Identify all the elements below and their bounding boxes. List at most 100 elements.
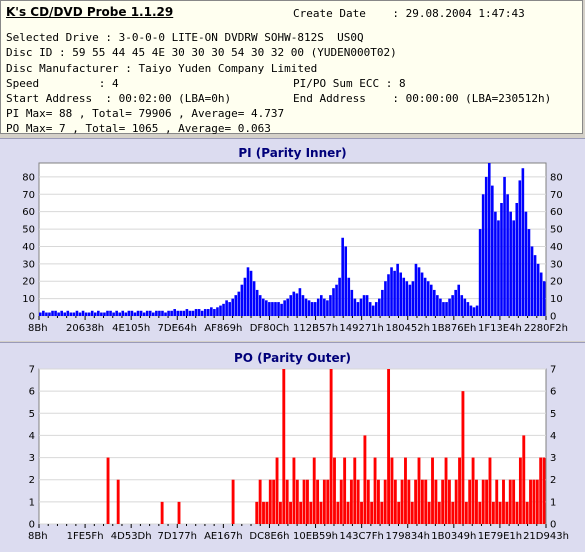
pi-bar bbox=[84, 312, 88, 316]
pi-y-tick-label-right: 60 bbox=[550, 207, 563, 218]
pi-bar bbox=[515, 202, 519, 316]
po-bar bbox=[268, 479, 272, 524]
po-bar bbox=[373, 457, 377, 524]
create-date: Create Date : 29.08.2004 1:47:43 bbox=[293, 7, 525, 20]
po-bar bbox=[295, 479, 299, 524]
pi-bar bbox=[295, 293, 299, 316]
po-bar bbox=[535, 479, 539, 524]
po-x-tick-label: 1FE5Fh bbox=[67, 531, 104, 542]
pi-chart: 0 0 10 10 20 20 30 30 40 40 50 50 60 60 70 70 80 80 8Bh 206… bbox=[22, 162, 568, 334]
pi-bar bbox=[432, 289, 436, 316]
pi-bar bbox=[368, 302, 372, 316]
pi-bar bbox=[170, 310, 173, 316]
pi-bar bbox=[319, 295, 323, 316]
pi-bar bbox=[460, 295, 464, 316]
pi-y-tick-label-left: 50 bbox=[22, 225, 35, 236]
info-panel: K's CD/DVD Probe 1.1.29 Create Date : 29… bbox=[0, 0, 583, 135]
pi-bar bbox=[527, 229, 531, 316]
pi-bar bbox=[323, 298, 326, 316]
pi-bar bbox=[87, 312, 91, 316]
po-bar bbox=[285, 479, 289, 524]
pi-bar bbox=[484, 176, 488, 316]
pi-bar bbox=[448, 298, 451, 316]
pi-x-tick-label: 180452h bbox=[385, 323, 430, 334]
po-bar bbox=[498, 501, 502, 524]
pi-bar bbox=[161, 310, 164, 316]
po-bar bbox=[383, 479, 387, 524]
po-bar bbox=[427, 501, 431, 524]
pi-bar bbox=[188, 310, 192, 316]
pi-bar bbox=[304, 298, 308, 316]
pi-bar bbox=[387, 274, 390, 316]
po-y-tick-label-left: 5 bbox=[29, 409, 35, 420]
pi-bar bbox=[133, 312, 137, 316]
pi-bar bbox=[329, 295, 332, 316]
po-bar bbox=[299, 501, 303, 524]
pi-x-tick-label: 1B876Eh bbox=[431, 323, 476, 334]
pi-x-tick-label: 112B57h bbox=[293, 323, 338, 334]
po-bar bbox=[525, 501, 529, 524]
pi-bar bbox=[396, 263, 399, 316]
po-bar bbox=[437, 501, 441, 524]
po-y-tick-label-right: 6 bbox=[550, 387, 556, 398]
pi-bar bbox=[243, 277, 247, 316]
pi-bar bbox=[301, 295, 305, 316]
po-bar bbox=[441, 479, 445, 524]
pi-y-tick-label-left: 80 bbox=[22, 172, 35, 183]
pi-y-tick-label-right: 30 bbox=[550, 259, 563, 270]
pi-bar bbox=[48, 312, 51, 316]
pi-bar bbox=[536, 263, 540, 316]
po-bar bbox=[177, 501, 181, 524]
pi-bar bbox=[219, 305, 222, 316]
pi-x-tick-label: 2280F2h bbox=[524, 323, 568, 334]
pi-bar bbox=[63, 312, 67, 316]
po-y-tick-label-left: 4 bbox=[29, 431, 35, 442]
po-bar bbox=[512, 479, 516, 524]
po-bar bbox=[292, 457, 296, 524]
pi-bar bbox=[185, 309, 189, 316]
pi-bar bbox=[378, 298, 381, 316]
pi-bar bbox=[121, 310, 125, 316]
po-bar bbox=[485, 479, 489, 524]
po-y-tick-label-right: 3 bbox=[550, 453, 556, 464]
pi-bar bbox=[277, 302, 280, 316]
pi-bar bbox=[384, 281, 387, 316]
pi-bar bbox=[298, 288, 302, 316]
pi-bar bbox=[191, 310, 195, 316]
po-bar bbox=[255, 501, 259, 524]
pi-bar bbox=[503, 176, 506, 316]
pi-bar bbox=[286, 298, 289, 316]
pi-bar bbox=[359, 298, 363, 316]
pi-bar bbox=[158, 310, 161, 316]
pi-bar bbox=[487, 163, 491, 316]
po-bar bbox=[366, 479, 370, 524]
po-bar bbox=[431, 457, 434, 524]
po-bar bbox=[387, 369, 391, 524]
pi-bar bbox=[335, 284, 338, 316]
pi-bar bbox=[405, 281, 409, 316]
po-bar bbox=[231, 479, 235, 524]
pi-bar bbox=[136, 310, 140, 316]
po-bar bbox=[434, 479, 438, 524]
po-x-tick-label: 4D53Dh bbox=[111, 531, 152, 542]
pi-bar bbox=[365, 295, 369, 316]
pi-bar bbox=[148, 310, 152, 316]
pi-y-tick-label-left: 10 bbox=[22, 294, 35, 305]
pi-bar bbox=[466, 302, 470, 316]
pi-bar bbox=[414, 263, 418, 316]
pi-bar bbox=[426, 281, 430, 316]
pi-bar bbox=[210, 307, 213, 316]
pi-bar bbox=[75, 310, 79, 316]
pi-bar bbox=[353, 298, 357, 316]
po-bar bbox=[349, 479, 353, 524]
po-x-tick-label: AE167h bbox=[204, 531, 243, 542]
pi-bar bbox=[341, 237, 344, 316]
po-bar bbox=[275, 457, 279, 524]
po-bar bbox=[400, 479, 404, 524]
pi-bar bbox=[194, 309, 198, 316]
pi-bar bbox=[118, 312, 122, 316]
pi-x-tick-label: 4E105h bbox=[112, 323, 150, 334]
pi-bar bbox=[246, 267, 250, 316]
pi-bar bbox=[72, 312, 76, 316]
pi-y-tick-label-right: 70 bbox=[550, 190, 563, 201]
